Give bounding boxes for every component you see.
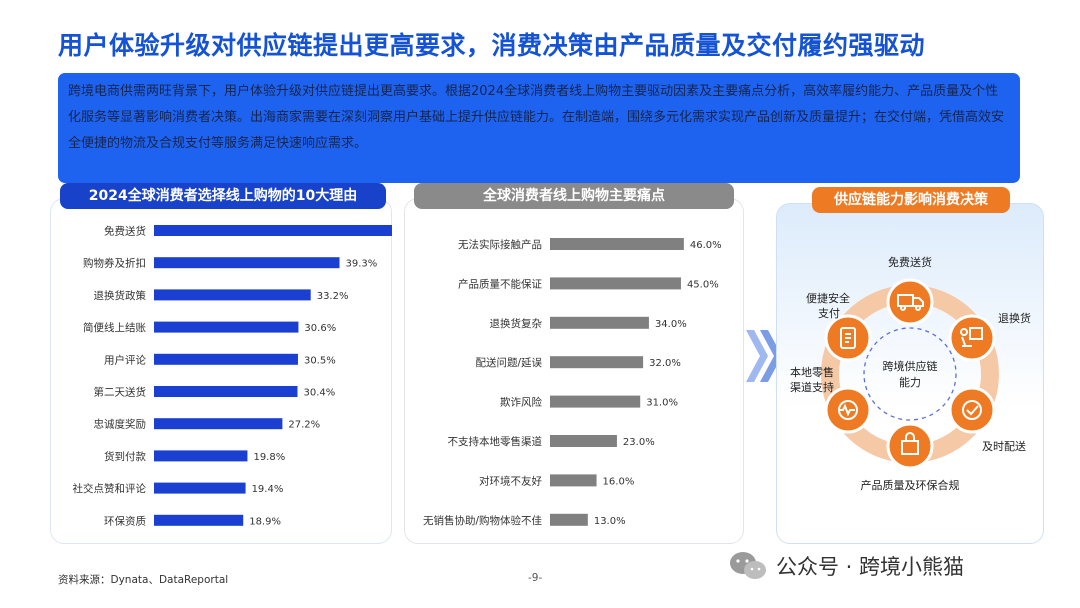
value-label: 31.0% [646, 398, 678, 409]
bar [154, 386, 298, 397]
category-label: 免费送货 [104, 225, 146, 238]
value-label: 27.2% [288, 420, 320, 431]
value-label: 19.8% [253, 452, 285, 463]
node-label: 支付 [818, 307, 840, 320]
bar [154, 450, 248, 462]
category-label: 忠诚度奖励 [94, 418, 147, 431]
category-label: 第二天送货 [94, 386, 147, 399]
value-label: 33.2% [317, 291, 349, 302]
node-label: 退换货 [998, 311, 1031, 325]
value-label: 18.9% [249, 516, 281, 527]
node-timely-delivery: 及时配送 [948, 386, 1026, 453]
pain-points-bar-chart: 无法实际接触产品 46.0% 产品质量不能保证 45.0% 退换货复杂 34.0% 配送问题… [423, 238, 722, 527]
category-label: 社交点赞和评论 [73, 482, 147, 495]
bar [154, 482, 246, 494]
node-label: 渠道支持 [790, 380, 834, 394]
category-label: 退换货政策 [94, 289, 147, 302]
bar [550, 238, 684, 250]
page-title: 用户体验升级对供应链提出更高要求，消费决策由产品质量及交付履约强驱动 [58, 31, 926, 60]
value-label: 30.6% [304, 323, 336, 334]
category-label: 欺诈风险 [500, 396, 542, 409]
category-label: 环保资质 [104, 514, 146, 527]
value-label: 30.5% [304, 355, 336, 366]
category-label: 无销售协助/购物体验不佳 [423, 514, 543, 527]
intro-text: 跨境电商供需两旺背景下，用户体验升级对供应链提出更高要求。根据2024全球消费者… [68, 84, 1005, 151]
category-label: 用户评论 [104, 353, 146, 366]
value-label: 19.4% [252, 484, 284, 495]
center-label-line-2: 能力 [899, 375, 921, 389]
intro-box: 跨境电商供需两旺背景下，用户体验升级对供应链提出更高要求。根据2024全球消费者… [58, 73, 1020, 183]
pain-points-chart-title: 全球消费者线上购物主要痛点 [414, 183, 734, 209]
category-label: 对环境不友好 [479, 474, 542, 487]
node-label: 便捷安全 [806, 291, 850, 305]
bar [550, 474, 597, 487]
return-package-icon [960, 327, 983, 347]
inner-dashed-ring [863, 327, 957, 421]
bar [550, 395, 641, 408]
node-label: 产品质量及环保合规 [861, 478, 960, 492]
node-local-retail: 本地零售 渠道支持 [790, 365, 872, 434]
payment-card-icon [840, 327, 856, 349]
wechat-icon [730, 552, 766, 579]
bar [154, 289, 311, 301]
bar [154, 353, 298, 365]
center-label-line-1: 跨境供应链 [883, 359, 938, 373]
node-returns: 退换货 [948, 311, 1031, 362]
category-label: 货到付款 [104, 450, 146, 463]
category-label: 产品质量不能保证 [458, 277, 542, 290]
shopping-bag-icon [901, 432, 919, 455]
pulse-icon [838, 400, 858, 420]
value-label: 30.4% [303, 388, 335, 399]
value-label: 45.0% [687, 279, 719, 290]
bar [154, 418, 283, 430]
page-number: -9- [528, 572, 543, 584]
bar [550, 356, 644, 369]
watermark: 公众号 · 跨境小熊猫 [728, 548, 964, 584]
watermark-text: 公众号 · 跨境小熊猫 [776, 555, 965, 579]
reasons-bar-chart: 免费送货50.6%购物券及折扣39.3%退换货政策33.2%简便线上结账30.6… [73, 225, 392, 527]
bar [154, 257, 340, 269]
bar [550, 435, 617, 447]
node-label: 及时配送 [982, 439, 1026, 453]
node-free-shipping: 免费送货 [886, 255, 934, 326]
node-label: 本地零售 [790, 365, 834, 379]
node-quality-compliance: 产品质量及环保合规 [861, 422, 960, 492]
node-label: 免费送货 [888, 255, 932, 269]
reasons-chart-title: 2024全球消费者选择线上购物的10大理由 [60, 183, 386, 209]
value-label: 34.0% [655, 319, 687, 330]
bar [550, 513, 588, 526]
value-label: 16.0% [603, 476, 635, 487]
category-label: 简便线上结账 [83, 321, 146, 334]
category-label: 配送问题/延误 [475, 356, 542, 369]
supply-chain-diagram: 跨境供应链 能力 免费送货 退换货 及时配送 产品质量及环保合规 [790, 255, 1031, 492]
value-label: 13.0% [594, 516, 626, 527]
category-label: 不支持本地零售渠道 [448, 435, 543, 448]
category-label: 退换货复杂 [490, 317, 543, 330]
value-label: 32.0% [649, 358, 681, 369]
bar [154, 225, 392, 236]
bar [550, 277, 681, 290]
value-label: 23.0% [623, 437, 655, 448]
category-label: 购物券及折扣 [83, 257, 146, 270]
value-label: 46.0% [690, 240, 722, 251]
source-note: 资料来源：Dynata、DataReportal [58, 574, 229, 586]
bar [154, 514, 244, 526]
value-label: 39.3% [345, 259, 377, 270]
bar [550, 316, 649, 329]
bar [154, 321, 299, 333]
category-label: 无法实际接触产品 [458, 238, 542, 251]
truck-icon [897, 294, 924, 311]
node-payment: 便捷安全 支付 [806, 291, 872, 362]
supply-chain-title: 供应链能力影响消费决策 [812, 187, 1010, 213]
check-circle-icon [962, 400, 982, 420]
